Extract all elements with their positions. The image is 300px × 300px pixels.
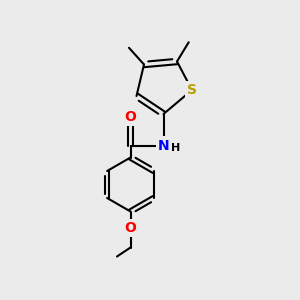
- Text: N: N: [158, 139, 169, 152]
- Text: O: O: [124, 221, 136, 235]
- Text: S: S: [187, 83, 197, 97]
- Text: O: O: [124, 110, 136, 124]
- Text: H: H: [172, 143, 181, 153]
